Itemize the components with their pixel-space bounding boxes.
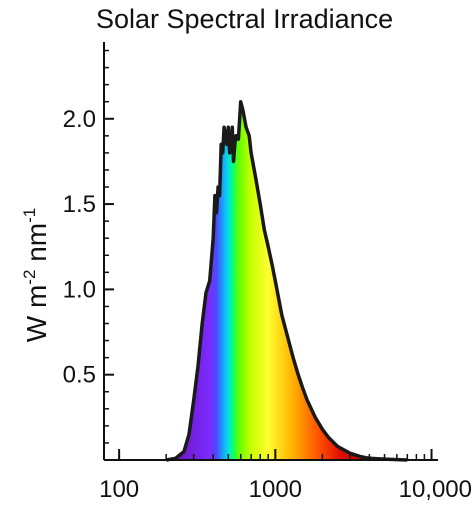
y-label-mid: nm [21,223,52,270]
chart-title: Solar Spectral Irradiance [96,4,393,34]
x-minor-ticks [118,454,433,460]
y-label-sup2: -1 [20,208,39,223]
y-ticks: 0.5 1.0 1.5 2.0 [63,106,114,389]
x-tick-label: 1000 [249,476,302,503]
y-tick-label: 1.5 [63,191,96,218]
x-tick-label: 100 [99,476,139,503]
axes: 0.5 1.0 1.5 2.0 100 1000 10,000 [63,42,472,503]
x-ticks: 100 1000 10,000 [99,449,472,503]
y-tick-label: 2.0 [63,106,96,133]
y-tick-label: 0.5 [63,362,96,389]
y-label-sup1: -2 [20,270,39,285]
x-tick-label: 10,000 [399,476,472,503]
spectrum-line [165,99,408,462]
y-axis-label: W m-2 nm-1 [20,208,52,342]
y-label-base: W m [21,285,52,343]
y-tick-label: 1.0 [63,276,96,303]
